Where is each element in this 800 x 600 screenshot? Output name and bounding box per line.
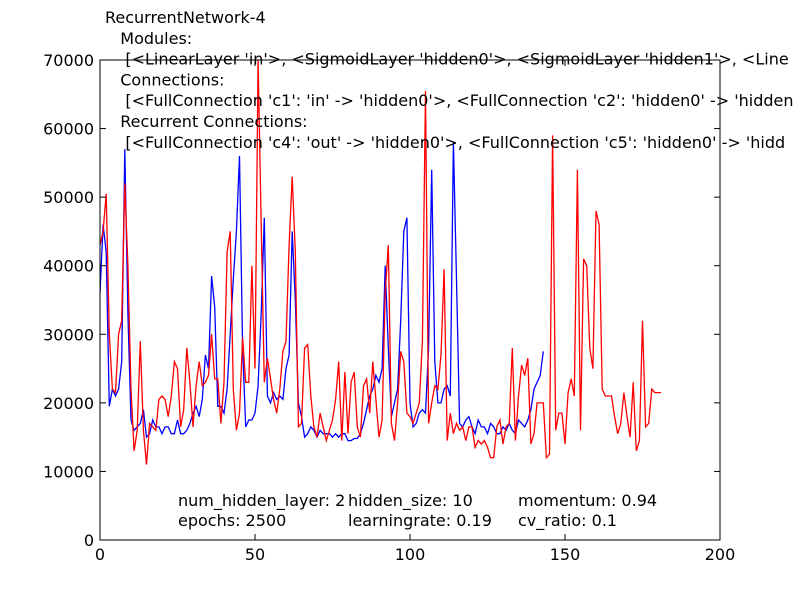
title-line: [<FullConnection 'c1': 'in' -> 'hidden0'… — [105, 91, 794, 110]
param-momentum: momentum: 0.94 — [518, 491, 657, 510]
x-tick-label: 50 — [245, 545, 265, 564]
param-learningrate: learningrate: 0.19 — [348, 511, 492, 530]
param-cv-ratio: cv_ratio: 0.1 — [518, 511, 617, 531]
y-tick-label: 10000 — [43, 462, 94, 481]
title-line: [<FullConnection 'c4': 'out' -> 'hidden0… — [105, 133, 785, 152]
y-tick-label: 40000 — [43, 257, 94, 276]
param-num-hidden-layer: num_hidden_layer: 2 — [178, 491, 345, 511]
y-tick-label: 30000 — [43, 325, 94, 344]
param-epochs: epochs: 2500 — [178, 511, 286, 530]
series-line-1 — [100, 142, 544, 442]
title-line: Connections: — [105, 70, 225, 89]
x-tick-label: 150 — [550, 545, 581, 564]
x-tick-label: 0 — [95, 545, 105, 564]
y-tick-label: 50000 — [43, 188, 94, 207]
y-tick-label: 20000 — [43, 394, 94, 413]
x-tick-label: 100 — [395, 545, 426, 564]
chart-title: RecurrentNetwork-4 Modules: [<LinearLaye… — [105, 8, 794, 152]
series-group — [100, 60, 662, 465]
series-line-2 — [100, 60, 662, 465]
title-line: RecurrentNetwork-4 — [105, 8, 266, 27]
title-line: [<LinearLayer 'in'>, <SigmoidLayer 'hidd… — [105, 50, 789, 69]
y-tick-label: 70000 — [43, 51, 94, 70]
param-hidden-size: hidden_size: 10 — [348, 491, 473, 511]
title-line: Modules: — [105, 29, 192, 48]
y-tick-label: 60000 — [43, 120, 94, 139]
y-tick-label: 0 — [84, 531, 94, 550]
y-axis: 0 10000 20000 30000 40000 50000 60000 70000 — [43, 51, 720, 550]
x-axis: 0 50 100 150 200 — [95, 60, 735, 564]
title-line: Recurrent Connections: — [105, 112, 308, 131]
x-tick-label: 200 — [705, 545, 736, 564]
